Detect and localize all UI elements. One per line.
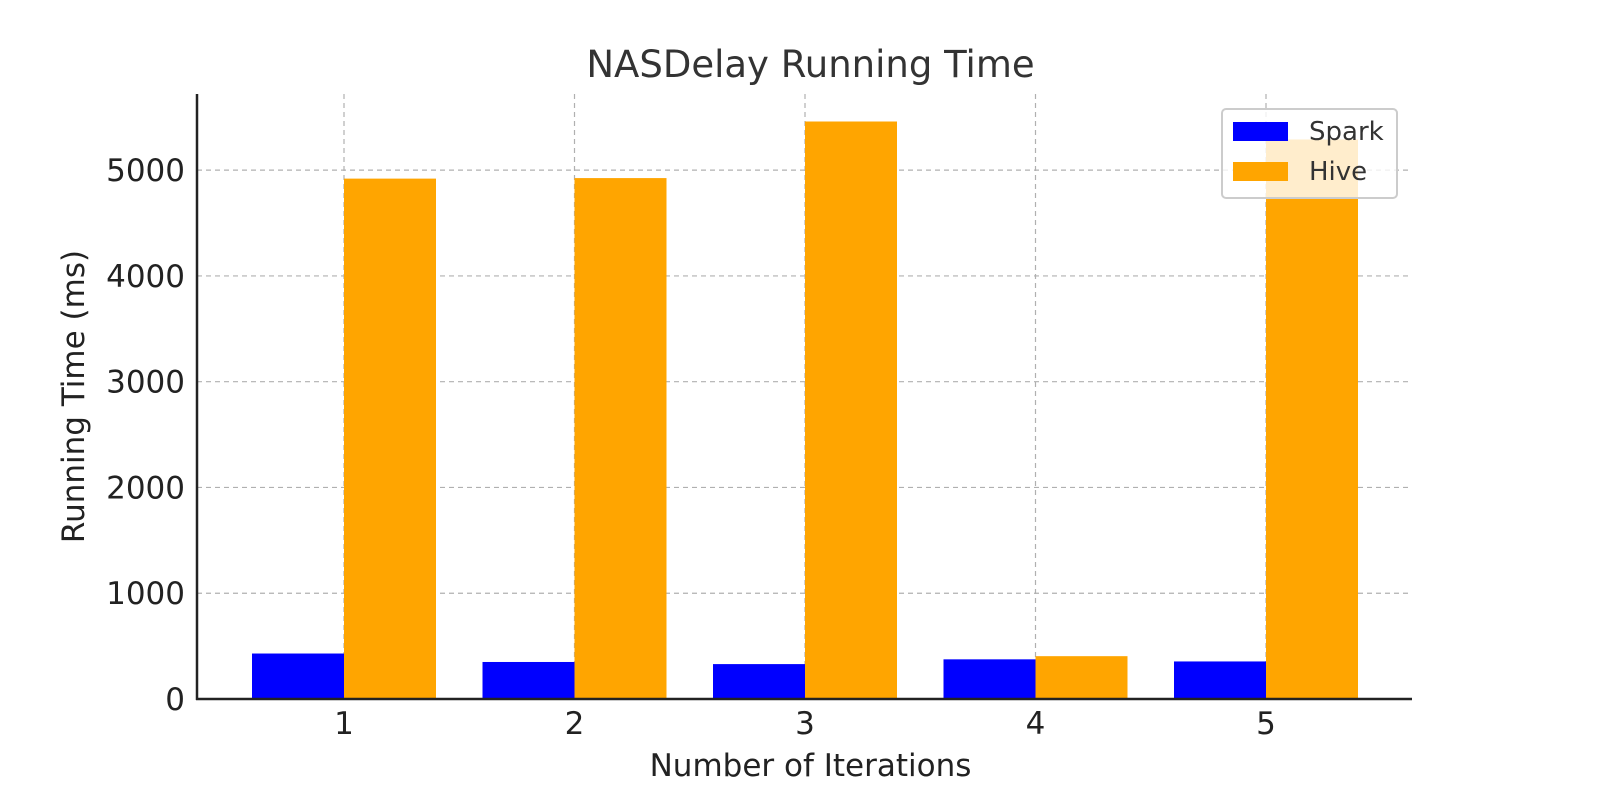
legend-label-hive: Hive: [1309, 157, 1367, 187]
y-tick-label: 4000: [106, 259, 185, 295]
x-tick-label: 4: [1026, 706, 1046, 742]
bar-spark-5: [1174, 661, 1266, 699]
x-axis-label: Number of Iterations: [650, 748, 972, 784]
bar-spark-3: [713, 664, 805, 699]
axes: [195, 94, 1412, 701]
legend-swatch-spark: [1233, 122, 1288, 141]
bar-hive-2: [574, 178, 667, 699]
y-tick-label: 2000: [106, 470, 185, 506]
bar-hive-5: [1266, 139, 1358, 699]
x-tick-label: 1: [334, 706, 354, 742]
bar-spark-2: [482, 661, 575, 699]
bars: [252, 121, 1358, 700]
y-tick-label: 3000: [106, 365, 185, 401]
y-tick-label: 5000: [106, 153, 185, 189]
x-tick-label: 3: [795, 706, 815, 742]
bar-hive-3: [805, 121, 897, 699]
y-tick-label: 0: [165, 682, 185, 718]
chart-title: NASDelay Running Time: [586, 43, 1034, 86]
legend: Spark Hive: [1221, 108, 1398, 199]
bar-spark-4: [943, 659, 1036, 699]
legend-label-spark: Spark: [1309, 117, 1384, 147]
x-tick-label: 5: [1256, 706, 1276, 742]
x-tick-label: 2: [565, 706, 585, 742]
y-tick-label: 1000: [106, 576, 185, 612]
legend-swatch-hive: [1233, 162, 1288, 181]
bar-spark-1: [252, 653, 344, 699]
bar-hive-4: [1035, 656, 1128, 699]
tick-labels: 0 1000 2000 3000 4000 5000 1 2 3 4 5: [106, 153, 1276, 742]
y-axis-label: Running Time (ms): [56, 250, 92, 543]
bar-hive-1: [344, 178, 436, 700]
